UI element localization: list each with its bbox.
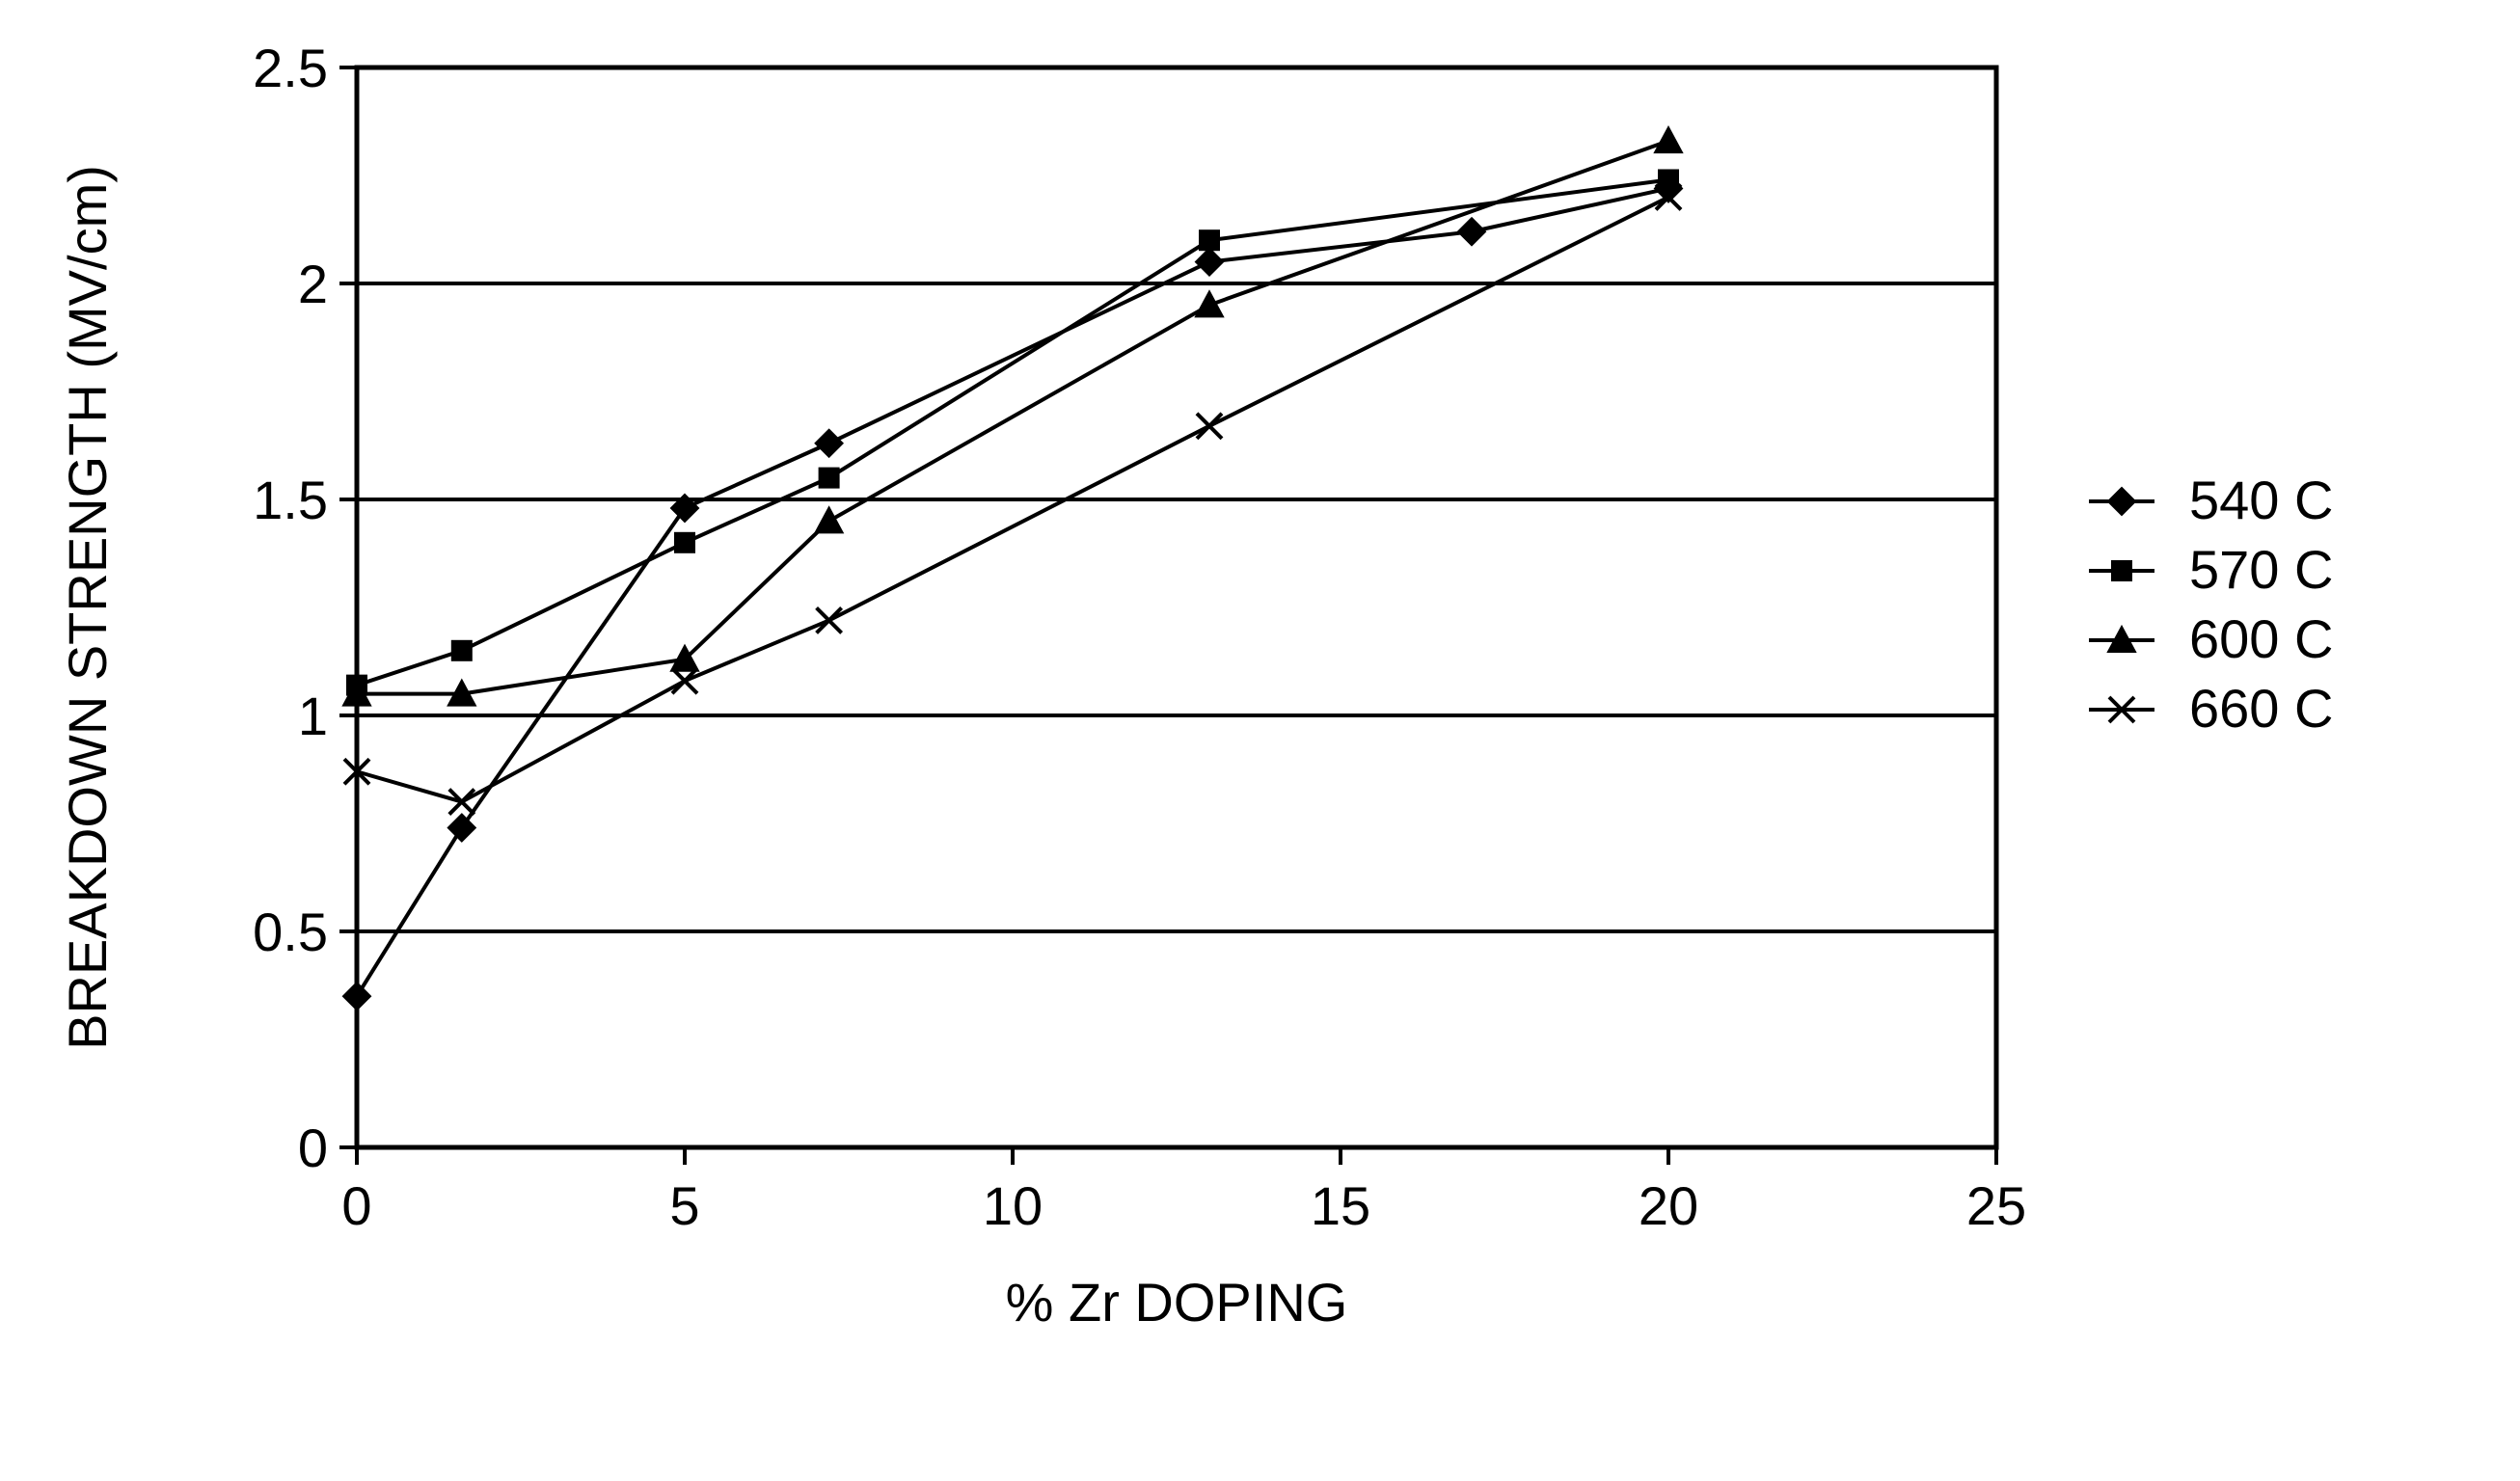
y-tick-label: 1.5 [253, 470, 328, 530]
x-tick-label: 10 [983, 1175, 1043, 1236]
y-tick-label: 1 [298, 686, 328, 746]
y-tick-label: 0 [298, 1117, 328, 1178]
legend-label-540C: 540 C [2189, 470, 2333, 530]
x-axis-label: % Zr DOPING [1006, 1272, 1348, 1333]
y-tick-label: 2.5 [253, 38, 328, 98]
x-tick-label: 0 [341, 1175, 371, 1236]
x-tick-label: 5 [669, 1175, 699, 1236]
legend-label-570C: 570 C [2189, 539, 2333, 600]
y-axis-label: BREAKDOWN STRENGTH (MV/cm) [57, 165, 118, 1050]
legend-label-660C: 660 C [2189, 678, 2333, 739]
y-tick-label: 2 [298, 254, 328, 314]
x-tick-label: 15 [1311, 1175, 1370, 1236]
y-tick-label: 0.5 [253, 902, 328, 962]
x-tick-label: 20 [1639, 1175, 1698, 1236]
legend-label-600C: 600 C [2189, 608, 2333, 669]
x-tick-label: 25 [1966, 1175, 2026, 1236]
breakdown-strength-chart: 0 0.5 1 1.5 2 2.5 0 5 10 15 20 25 % Zr DOPING BREAKDO… [0, 0, 2520, 1481]
